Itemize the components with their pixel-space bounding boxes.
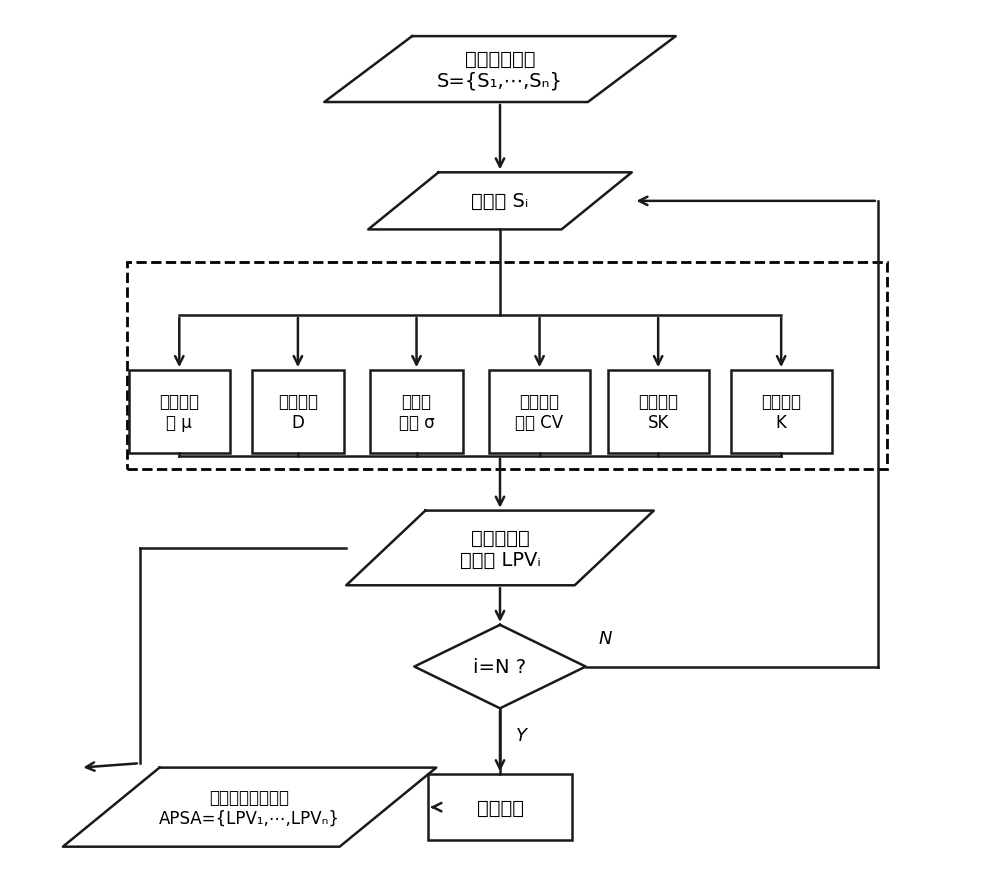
Bar (608, 370, 709, 454)
Text: 输出结果: 输出结果 (477, 797, 524, 817)
Text: 计算偏态
SK: 计算偏态 SK (638, 392, 678, 431)
Polygon shape (63, 768, 436, 847)
Text: i=N ?: i=N ? (473, 657, 527, 676)
Text: 计算峰态
K: 计算峰态 K (761, 392, 801, 431)
Text: 子序列列集合
S={S₁,⋯,Sₙ}: 子序列列集合 S={S₁,⋯,Sₙ} (437, 50, 563, 90)
Bar (127, 263, 887, 470)
Text: 计算离散
系数 CV: 计算离散 系数 CV (515, 392, 564, 431)
Text: 分段统计近似表示
APSA={LPV₁,⋯,LPVₙ}: 分段统计近似表示 APSA={LPV₁,⋯,LPVₙ} (159, 788, 340, 827)
Bar (428, 774, 572, 840)
Bar (370, 370, 463, 454)
Text: N: N (599, 630, 612, 648)
Text: 计算标
准差 σ: 计算标 准差 σ (399, 392, 434, 431)
Bar (489, 370, 590, 454)
Bar (731, 370, 832, 454)
Bar (252, 370, 344, 454)
Text: 计算平均
值 μ: 计算平均 值 μ (159, 392, 199, 431)
Bar (129, 370, 230, 454)
Text: 子序列 Sᵢ: 子序列 Sᵢ (471, 192, 529, 211)
Polygon shape (346, 511, 654, 586)
Text: 局部模式特
征向量 LPVᵢ: 局部模式特 征向量 LPVᵢ (460, 528, 540, 569)
Text: Y: Y (516, 726, 527, 744)
Polygon shape (414, 626, 586, 709)
Polygon shape (368, 173, 632, 230)
Text: 计算方差
D: 计算方差 D (278, 392, 318, 431)
Polygon shape (324, 37, 676, 103)
